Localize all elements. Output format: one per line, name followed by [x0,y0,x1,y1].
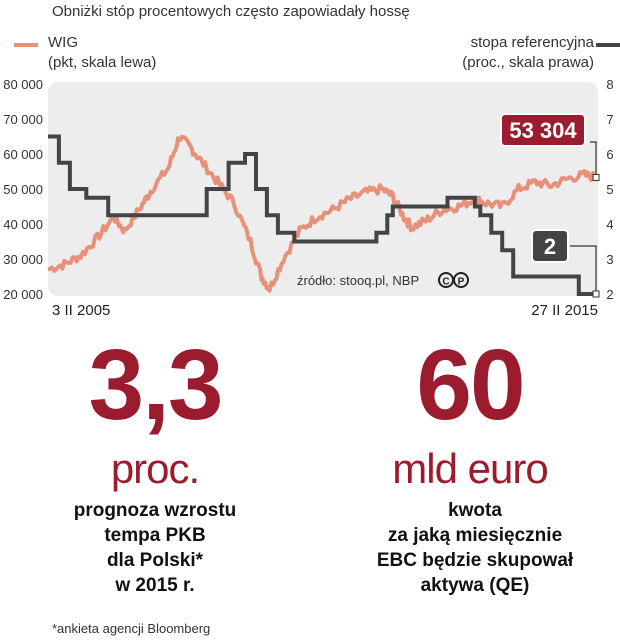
stat-qe-desc-line: za jaką miesięcznie [387,525,563,546]
callout-wig-value: 53 304 [509,118,577,143]
stat-gdp-value: 3,3 [88,329,223,441]
series-line-rate [48,134,598,296]
legend-rate-unit: (proc., skala prawa) [462,54,594,71]
stat-gdp-unit: proc. [110,445,200,492]
date-start: 3 II 2005 [52,302,111,319]
right-tick-label: 7 [606,112,613,127]
callout-wig-leader [590,141,597,178]
left-tick-label: 40 000 [3,217,43,232]
svg-text:P: P [458,277,465,288]
right-tick-label: 6 [606,147,613,162]
callout-wig-marker [592,173,600,181]
callout-rate-leader [570,245,597,294]
stat-gdp-desc-line: tempa PKB [104,525,206,546]
stat-qe-value: 60 [416,329,525,441]
callouts: 53 304 2 [500,113,600,298]
stat-gdp-description: prognoza wzrostu tempa PKB dla Polski* w… [30,498,280,598]
stat-qe-desc-line: aktywa (QE) [420,575,530,596]
source-text: źródło: stooq.pl, NBP [297,273,419,288]
right-axis: 2 3 4 5 6 7 8 [606,77,613,302]
stat-qe-desc-line: kwota [448,500,502,521]
right-tick-label: 5 [606,182,613,197]
left-tick-label: 60 000 [3,147,43,162]
left-tick-label: 20 000 [3,287,43,302]
left-tick-label: 50 000 [3,182,43,197]
stat-qe-unit: mld euro [392,445,548,492]
line-chart: 20 000 30 000 40 000 50 000 60 000 70 000 80 0… [3,77,613,302]
legend-wig: WIG (pkt, skala lewa) [48,33,156,73]
stat-qe-description: kwota za jaką miesięcznie EBC będzie sku… [340,498,610,598]
creative-commons-icon: C P [438,272,469,288]
right-tick-label: 4 [606,217,613,232]
callout-wig-box [500,113,586,147]
callout-rate-value: 2 [544,234,556,259]
legend-rate-name: stopa referencyjna [470,34,594,51]
stat-qe-desc-line: EBC będzie skupował [376,550,574,571]
left-tick-label: 70 000 [3,112,43,127]
series-line-wig [47,134,600,293]
callout-rate-marker [592,290,600,298]
left-tick-label: 30 000 [3,252,43,267]
callout-rate-box [531,229,569,263]
right-tick-label: 3 [606,252,613,267]
legend-wig-unit: (pkt, skala lewa) [48,54,157,71]
legend-wig-name: WIG [48,34,78,51]
plot-area [48,82,598,296]
right-tick-label: 2 [606,287,613,302]
legend-rate-swatch [596,43,620,47]
left-axis: 20 000 30 000 40 000 50 000 60 000 70 000 80 0… [3,77,43,302]
svg-text:C: C [442,277,449,288]
date-end: 27 II 2015 [531,302,598,319]
stat-gdp-desc-line: w 2015 r. [115,575,195,596]
source-note: źródło: stooq.pl, NBP C P [297,272,469,288]
stat-gdp-desc-line: dla Polski* [106,550,204,571]
chart-title: Obniżki stóp procentowych często zapowia… [52,3,410,20]
footnote: *ankieta agencji Bloomberg [52,621,211,636]
legend-wig-swatch [14,43,38,47]
right-tick-label: 8 [606,77,613,92]
legend-rate: stopa referencyjna (proc., skala prawa) [462,33,594,73]
stat-gdp-desc-line: prognoza wzrostu [73,500,237,521]
left-tick-label: 80 000 [3,77,43,92]
